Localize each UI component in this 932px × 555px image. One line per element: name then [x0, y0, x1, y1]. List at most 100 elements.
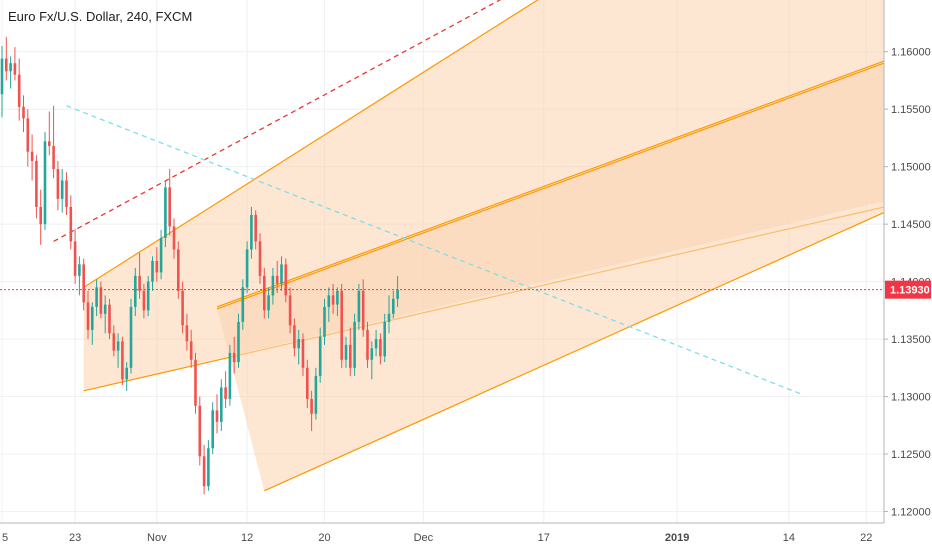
- candle-body-42: [181, 290, 184, 326]
- candle-body-79: [340, 290, 343, 360]
- candle-68: [293, 318, 296, 357]
- candle-body-10: [43, 141, 47, 225]
- candle-body-92: [396, 289, 399, 299]
- candle-body-50: [215, 410, 219, 422]
- candle-6: [26, 109, 30, 167]
- price-tick-label-6: 1.15000: [891, 162, 931, 174]
- candle-body-87: [374, 339, 378, 349]
- candle-65: [280, 256, 283, 291]
- candle-78: [336, 287, 339, 317]
- candle-13: [56, 160, 60, 211]
- candle-body-27: [116, 341, 120, 351]
- candle-body-18: [78, 264, 81, 276]
- candle-64: [275, 260, 279, 294]
- candle-50: [215, 394, 219, 434]
- candle-76: [327, 287, 331, 322]
- candle-29: [125, 362, 128, 391]
- candle-body-24: [103, 304, 107, 314]
- price-tick-label-0: 1.12000: [891, 507, 931, 519]
- time-axis[interactable]: 5 23 Nov 12 20 Dec 17 2019 14 22: [0, 522, 932, 550]
- candle-22: [95, 279, 98, 317]
- candle-body-67: [288, 295, 292, 326]
- candle-body-32: [138, 275, 141, 291]
- candle-60: [258, 233, 262, 284]
- red-dashed-trendline: [53, 0, 502, 242]
- candle-body-52: [224, 387, 227, 399]
- candle-body-81: [349, 344, 352, 368]
- candle-4: [17, 58, 21, 121]
- candle-body-23: [99, 287, 103, 314]
- candle-body-77: [331, 295, 335, 305]
- candle-body-4: [17, 74, 21, 107]
- candle-27: [116, 333, 120, 368]
- price-tick-label-7: 1.15500: [891, 104, 931, 116]
- candle-40: [172, 218, 176, 259]
- candle-85: [366, 321, 369, 368]
- candle-5: [22, 95, 25, 133]
- candle-81: [349, 327, 352, 376]
- candle-83: [357, 283, 361, 330]
- time-tick-label-7: 2019: [665, 532, 689, 544]
- candle-body-37: [159, 237, 163, 273]
- channel-upper-line: [83, 0, 539, 288]
- candle-62: [267, 287, 270, 319]
- candle-47: [202, 444, 206, 495]
- candle-body-14: [60, 180, 64, 199]
- candle-body-2: [9, 63, 12, 72]
- candle-body-56: [241, 287, 245, 322]
- time-tick-label-8: 14: [783, 532, 795, 544]
- candle-body-65: [280, 264, 283, 284]
- candle-body-62: [267, 295, 270, 311]
- candle-39: [168, 168, 171, 236]
- candle-8: [35, 155, 38, 219]
- candle-69: [297, 329, 300, 365]
- candle-45: [194, 352, 197, 414]
- candle-54: [232, 336, 236, 374]
- candle-body-63: [271, 275, 275, 296]
- candle-body-36: [155, 260, 159, 273]
- candle-body-7: [30, 151, 34, 161]
- candle-44: [189, 329, 193, 368]
- candle-body-38: [164, 187, 167, 238]
- last-price-label: 1.13930: [890, 285, 930, 297]
- candle-body-44: [189, 341, 193, 360]
- candle-body-73: [314, 375, 318, 414]
- candle-body-21: [91, 306, 94, 330]
- candle-body-89: [383, 321, 386, 357]
- candle-body-8: [35, 160, 38, 207]
- candle-body-53: [228, 352, 232, 399]
- price-tick-label-2: 1.13000: [891, 392, 931, 404]
- candle-9: [39, 189, 42, 245]
- candle-26: [112, 325, 116, 357]
- candle-10: [43, 132, 47, 230]
- candle-46: [198, 396, 202, 466]
- time-tick-label-2: Nov: [147, 532, 167, 544]
- candle-38: [164, 180, 167, 248]
- candle-86: [370, 341, 374, 380]
- candle-body-12: [52, 145, 55, 169]
- candle-32: [138, 252, 141, 299]
- candle-body-60: [258, 241, 262, 276]
- candle-18: [78, 256, 81, 296]
- channel-inner-line: [216, 51, 910, 308]
- candle-body-55: [237, 321, 240, 363]
- candle-21: [91, 302, 94, 345]
- candle-body-83: [357, 290, 361, 322]
- price-tick-label-1: 1.12500: [891, 449, 931, 461]
- candle-body-71: [306, 367, 309, 399]
- candle-42: [181, 281, 184, 334]
- candle-57: [245, 241, 249, 294]
- candle-body-0: [0, 58, 4, 95]
- candle-67: [288, 287, 292, 334]
- price-axis[interactable]: 1.120001.125001.130001.135001.140001.145…: [883, 0, 932, 550]
- candle-body-15: [65, 180, 68, 207]
- candle-92: [396, 275, 399, 307]
- candle-91: [392, 290, 395, 319]
- candle-body-43: [185, 325, 189, 342]
- price-tick-label-5: 1.14500: [891, 219, 931, 231]
- candle-body-31: [134, 275, 137, 307]
- candles: [0, 36, 399, 495]
- candle-51: [220, 379, 223, 432]
